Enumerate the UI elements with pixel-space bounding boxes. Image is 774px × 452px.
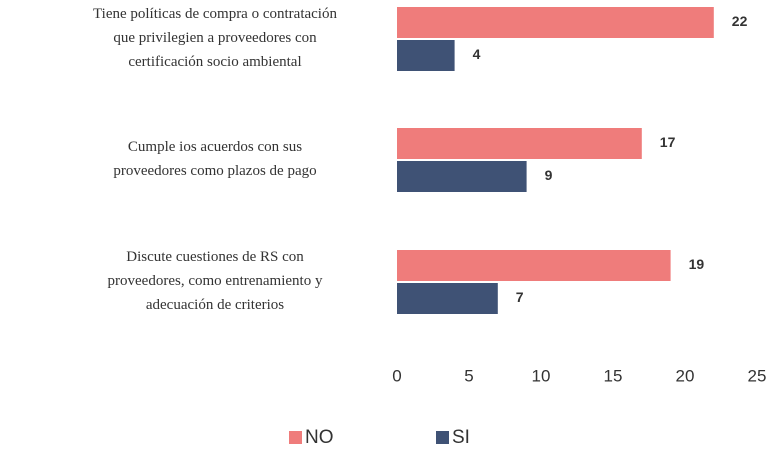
legend-label: NO <box>305 427 334 448</box>
value-label: 9 <box>545 167 553 183</box>
legend-label: SI <box>452 427 470 448</box>
x-tick-label: 0 <box>392 366 401 385</box>
value-label: 22 <box>732 13 748 29</box>
value-label: 4 <box>473 46 481 62</box>
value-label: 19 <box>689 256 705 272</box>
bar <box>397 161 527 192</box>
bar <box>397 7 714 38</box>
bar <box>397 283 498 314</box>
category-label: Cumple ios acuerdos con sus proveedores c… <box>113 139 316 179</box>
bar <box>397 40 455 71</box>
category-label: Tiene políticas de compra o contratación… <box>93 6 337 70</box>
x-tick-label: 25 <box>748 366 767 385</box>
value-label: 17 <box>660 134 676 150</box>
x-tick-label: 20 <box>676 366 695 385</box>
x-tick-label: 5 <box>464 366 473 385</box>
bar <box>397 128 642 159</box>
value-label: 7 <box>516 289 524 305</box>
legend-swatch <box>436 431 449 444</box>
x-tick-label: 15 <box>604 366 623 385</box>
bar <box>397 250 671 281</box>
legend-swatch <box>289 431 302 444</box>
x-tick-label: 10 <box>532 366 551 385</box>
category-label: Discute cuestiones de RS con proveedores,… <box>108 249 323 313</box>
